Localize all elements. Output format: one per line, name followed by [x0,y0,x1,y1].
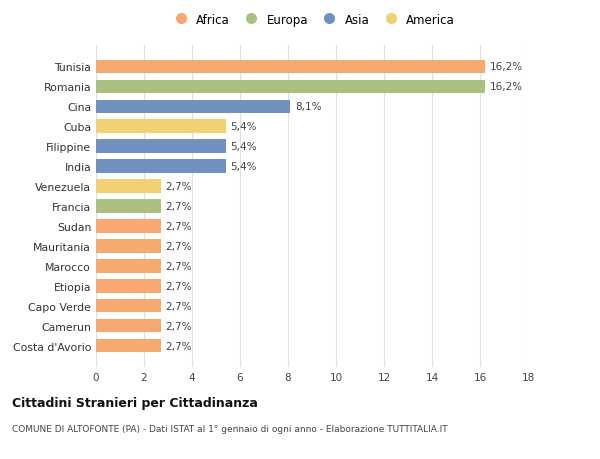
Bar [96,220,161,233]
Text: 5,4%: 5,4% [230,142,257,152]
Bar [96,120,226,134]
Text: 16,2%: 16,2% [490,62,523,72]
Text: 2,7%: 2,7% [166,341,192,351]
Text: 16,2%: 16,2% [490,82,523,92]
Bar [96,140,226,154]
Text: 2,7%: 2,7% [166,182,192,192]
Text: 2,7%: 2,7% [166,301,192,311]
Bar [96,319,161,333]
Text: 5,4%: 5,4% [230,122,257,132]
Text: 2,7%: 2,7% [166,281,192,291]
Bar [96,160,226,174]
Text: 2,7%: 2,7% [166,202,192,212]
Text: 2,7%: 2,7% [166,321,192,331]
Bar [96,259,161,273]
Bar [96,180,161,193]
Bar [96,280,161,293]
Text: COMUNE DI ALTOFONTE (PA) - Dati ISTAT al 1° gennaio di ogni anno - Elaborazione : COMUNE DI ALTOFONTE (PA) - Dati ISTAT al… [12,425,448,433]
Text: 8,1%: 8,1% [295,102,322,112]
Bar [96,240,161,253]
Text: 2,7%: 2,7% [166,221,192,231]
Bar [96,80,485,94]
Text: 5,4%: 5,4% [230,162,257,172]
Bar [96,339,161,353]
Text: 2,7%: 2,7% [166,241,192,252]
Bar [96,101,290,114]
Legend: Africa, Europa, Asia, America: Africa, Europa, Asia, America [166,10,458,30]
Bar [96,299,161,313]
Text: Cittadini Stranieri per Cittadinanza: Cittadini Stranieri per Cittadinanza [12,396,258,409]
Bar [96,200,161,213]
Text: 2,7%: 2,7% [166,261,192,271]
Bar [96,61,485,74]
